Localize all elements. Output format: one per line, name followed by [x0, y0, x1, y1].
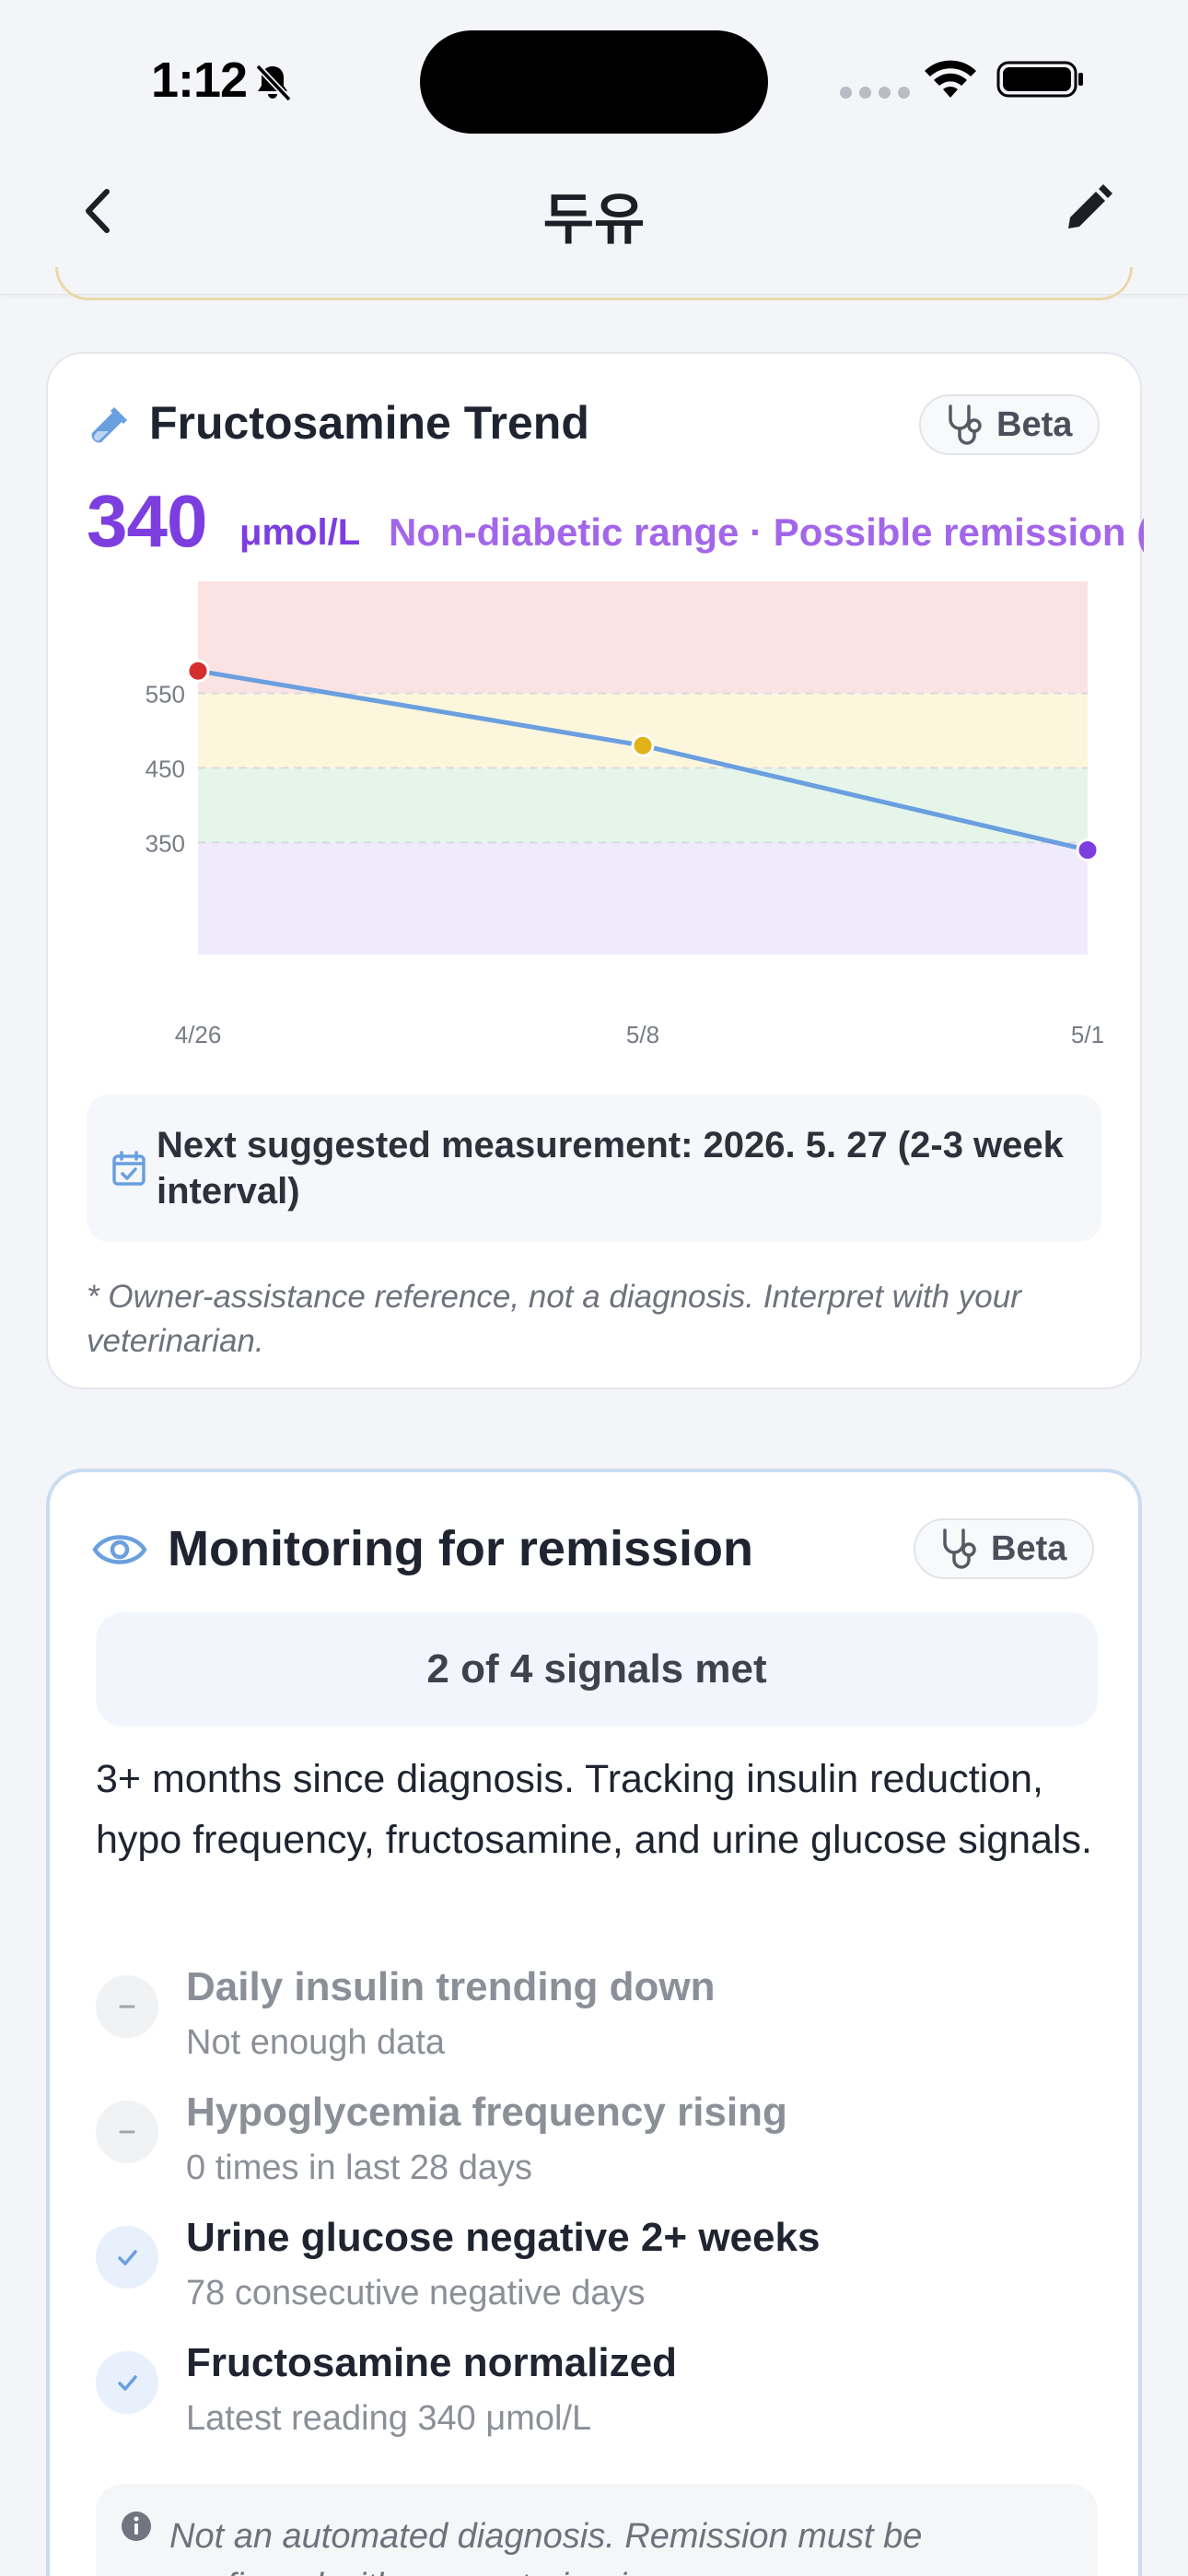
chart-band-3	[198, 842, 1088, 954]
x-tick-label: 4/26	[175, 1021, 222, 1048]
signal-title: Hypoglycemia frequency rising	[186, 2090, 787, 2135]
signal-title: Urine glucose negative 2+ weeks	[186, 2215, 821, 2260]
signal-title: Fructosamine normalized	[186, 2340, 678, 2385]
beta-label: Beta	[996, 404, 1073, 444]
fructosamine-range-label: Non-diabetic range · Possible remission …	[389, 510, 1144, 554]
wifi-icon	[925, 60, 976, 98]
info-icon	[122, 2512, 151, 2541]
remission-disclaimer: Not an automated diagnosis. Remission mu…	[169, 2517, 923, 2576]
chart-band-0	[198, 581, 1088, 694]
y-tick-label: 350	[146, 830, 185, 858]
signal-detail: Not enough data	[186, 2023, 446, 2062]
signal-item-hypoglycemia: Hypoglycemia frequency rising 0 times in…	[96, 2090, 1109, 2200]
signal-item-insulin: Daily insulin trending down Not enough d…	[96, 1964, 1109, 2075]
remission-disclaimer-box: Not an automated diagnosis. Remission mu…	[96, 2484, 1098, 2576]
next-measurement-box: Next suggested measurement: 2026. 5. 27 …	[87, 1095, 1101, 1242]
back-chevron-icon[interactable]	[74, 179, 120, 243]
cellular-signal-icon	[840, 87, 910, 99]
stethoscope-icon	[949, 404, 982, 445]
check-icon	[96, 2226, 158, 2289]
data-point	[631, 733, 655, 757]
y-tick-label: 450	[146, 755, 185, 783]
eye-icon	[92, 1535, 147, 1564]
fructosamine-disclaimer: * Owner-assistance reference, not a diag…	[87, 1279, 1021, 1359]
dash-icon	[96, 2101, 158, 2163]
fructosamine-title: Fructosamine Trend	[149, 397, 589, 449]
chart-band-2	[198, 767, 1088, 843]
x-tick-label: 5/1	[1071, 1021, 1104, 1048]
check-icon	[96, 2351, 158, 2414]
page-title: 두유	[542, 189, 646, 251]
dash-icon	[96, 1975, 158, 2038]
data-point	[1076, 838, 1100, 862]
signals-summary: 2 of 4 signals met	[96, 1612, 1098, 1727]
bell-slash-icon	[255, 64, 292, 102]
pencil-icon[interactable]	[1061, 182, 1114, 236]
signal-detail: 78 consecutive negative days	[186, 2274, 646, 2313]
remission-title: Monitoring for remission	[168, 1521, 754, 1576]
signal-detail: Latest reading 340 μmol/L	[186, 2399, 592, 2438]
beta-label: Beta	[991, 1528, 1067, 1568]
fructosamine-value: 340	[87, 480, 207, 562]
fructosamine-chart: 350 450 550 4/26 5/8 5/1	[146, 581, 1104, 1048]
test-tube-icon	[91, 407, 127, 443]
previous-card-edge	[55, 267, 1133, 300]
data-point	[186, 659, 210, 683]
signal-item-fructosamine: Fructosamine normalized Latest reading 3…	[96, 2340, 1109, 2451]
calendar-check-icon	[112, 1151, 146, 1186]
signal-title: Daily insulin trending down	[186, 1964, 716, 2009]
fructosamine-card: Fructosamine Trend Beta 340 μmol/L Non-d…	[46, 352, 1144, 1389]
stethoscope-icon	[943, 1528, 976, 1569]
dynamic-island	[420, 30, 768, 134]
navigation-bar: 두유	[0, 157, 1188, 295]
beta-badge: Beta	[919, 394, 1101, 455]
battery-icon	[996, 61, 1083, 98]
remission-card: Monitoring for remission Beta 2 of 4 sig…	[46, 1469, 1142, 2576]
signal-detail: 0 times in last 28 days	[186, 2149, 532, 2187]
x-tick-label: 5/8	[626, 1021, 659, 1048]
fructosamine-unit: μmol/L	[239, 512, 361, 553]
beta-badge: Beta	[914, 1518, 1095, 1579]
status-time: 1:12	[151, 53, 248, 108]
status-bar: 1:12	[0, 0, 1188, 157]
y-tick-label: 550	[146, 681, 185, 708]
next-measurement-text: Next suggested measurement: 2026. 5. 27 …	[157, 1125, 1064, 1212]
remission-description: 3+ months since diagnosis. Tracking insu…	[96, 1757, 1092, 1862]
signal-item-urine-glucose: Urine glucose negative 2+ weeks 78 conse…	[96, 2215, 1109, 2325]
